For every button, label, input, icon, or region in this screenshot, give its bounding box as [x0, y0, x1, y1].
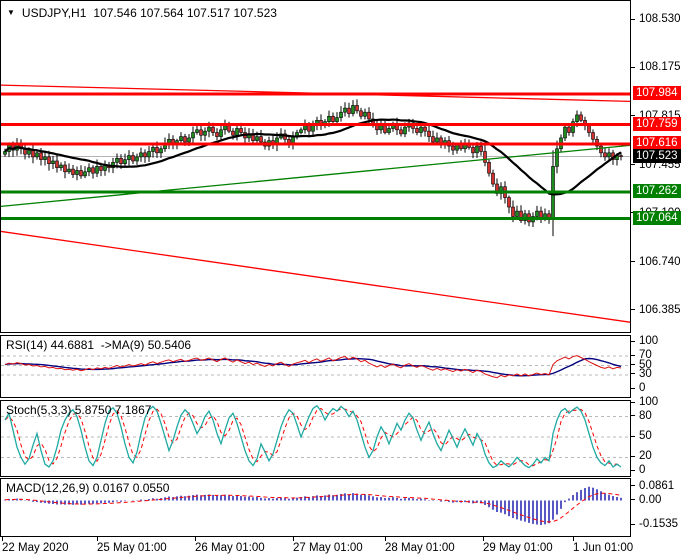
indicator-axis-label: -0.1535 — [639, 518, 679, 531]
indicator-axis-tick — [631, 354, 635, 356]
price-axis-tick — [631, 18, 635, 20]
time-axis-label: 29 May 01:00 — [483, 542, 553, 554]
indicator-axis-tick — [631, 469, 635, 471]
price-axis-label: 106.385 — [639, 303, 681, 316]
rsi-header: RSI(14) 44.6881 ->MA(9) 50.5406 — [6, 338, 192, 352]
rsi-chart-surface[interactable] — [1, 336, 630, 397]
price-axis-tick — [631, 66, 635, 68]
time-axis-label: 22 May 2020 — [2, 542, 69, 554]
macd-pane[interactable]: MACD(12,26,9) 0.0167 0.0550 — [0, 478, 631, 537]
indicator-axis-tick — [631, 485, 635, 487]
indicator-axis-label: 80 — [639, 409, 652, 422]
indicator-axis-tick — [631, 364, 635, 365]
time-axis-label: 27 May 01:00 — [293, 542, 363, 554]
indicator-axis-tick — [631, 387, 635, 389]
time-axis-tick — [195, 537, 196, 541]
candlestick-chart-surface[interactable] — [1, 1, 630, 332]
indicator-axis-label: 50 — [639, 358, 652, 371]
price-badge-support: 107.064 — [633, 210, 681, 225]
time-axis-tick — [293, 537, 294, 541]
indicator-axis-tick — [631, 435, 635, 437]
time-axis-label: 25 May 01:00 — [97, 542, 167, 554]
price-axis-tick — [631, 309, 635, 311]
time-axis[interactable]: 22 May 2020 25 May 01:00 26 May 01:00 27 Ma… — [0, 537, 700, 560]
ohlc-quote-values: 107.546 107.564 107.517 107.523 — [93, 6, 277, 20]
indicator-axis-label: 100 — [639, 396, 659, 408]
indicator-axis-tick — [631, 455, 635, 457]
indicator-axis-label: 0 — [639, 382, 646, 394]
symbol-dropdown-icon[interactable]: ▼ — [7, 8, 15, 17]
macd-chart-surface[interactable] — [1, 479, 630, 536]
price-badge-resistance: 107.759 — [633, 116, 681, 131]
time-axis-tick — [483, 537, 484, 541]
current-price-badge: 107.523 — [633, 148, 681, 163]
main-chart-pane[interactable]: ▼ USDJPY,H1 107.546 107.564 107.517 107.… — [0, 0, 631, 333]
price-axis-label: 106.740 — [639, 255, 681, 268]
indicator-axis-tick — [631, 523, 635, 525]
time-axis-label: 28 May 01:00 — [385, 542, 455, 554]
price-axis-tick — [631, 164, 635, 166]
indicator-axis-label: 20 — [639, 450, 652, 463]
price-axis-tick — [631, 115, 635, 117]
macd-header: MACD(12,26,9) 0.0167 0.0550 — [6, 481, 170, 495]
time-axis-tick — [2, 537, 3, 541]
stochastic-pane[interactable]: Stoch(5,3,3) 5.8750 7.1867 — [0, 400, 631, 477]
time-axis-tick — [573, 537, 574, 541]
indicator-axis-label: 0.0861 — [639, 479, 675, 492]
indicator-axis-label: 0.00 — [639, 493, 662, 506]
indicator-axis-label: 30 — [639, 367, 652, 380]
indicator-axis-label: 70 — [639, 349, 652, 362]
price-axis-tick — [631, 261, 635, 263]
price-axis[interactable]: 108.530108.175107.815107.455107.100106.7… — [631, 0, 700, 537]
indicator-axis-label: 50 — [639, 430, 652, 442]
indicator-axis-label: 100 — [639, 335, 659, 347]
stochastic-chart-surface[interactable] — [1, 401, 630, 476]
indicator-axis-tick — [631, 340, 635, 342]
price-badge-resistance: 107.616 — [633, 135, 681, 150]
rsi-pane[interactable]: RSI(14) 44.6881 ->MA(9) 50.5406 — [0, 335, 631, 398]
indicator-axis-tick — [631, 499, 635, 500]
chart-title[interactable]: ▼ USDJPY,H1 107.546 107.564 107.517 107.… — [7, 6, 277, 20]
price-badge-resistance: 107.984 — [633, 86, 681, 101]
time-axis-tick — [385, 537, 386, 541]
stochastic-header: Stoch(5,3,3) 5.8750 7.1867 — [6, 403, 152, 417]
indicator-axis-tick — [631, 401, 635, 403]
indicator-axis-tick — [631, 415, 635, 417]
indicator-axis-label: 0 — [639, 464, 646, 476]
time-axis-label: 1 Jun 01:00 — [573, 542, 634, 554]
price-axis-label: 108.175 — [639, 61, 681, 74]
price-badge-support: 107.262 — [633, 183, 681, 198]
time-axis-label: 26 May 01:00 — [195, 542, 265, 554]
time-axis-tick — [97, 537, 98, 541]
symbol-timeframe-label: USDJPY,H1 — [21, 6, 87, 20]
price-axis-label: 108.530 — [639, 13, 681, 26]
indicator-axis-tick — [631, 373, 635, 375]
